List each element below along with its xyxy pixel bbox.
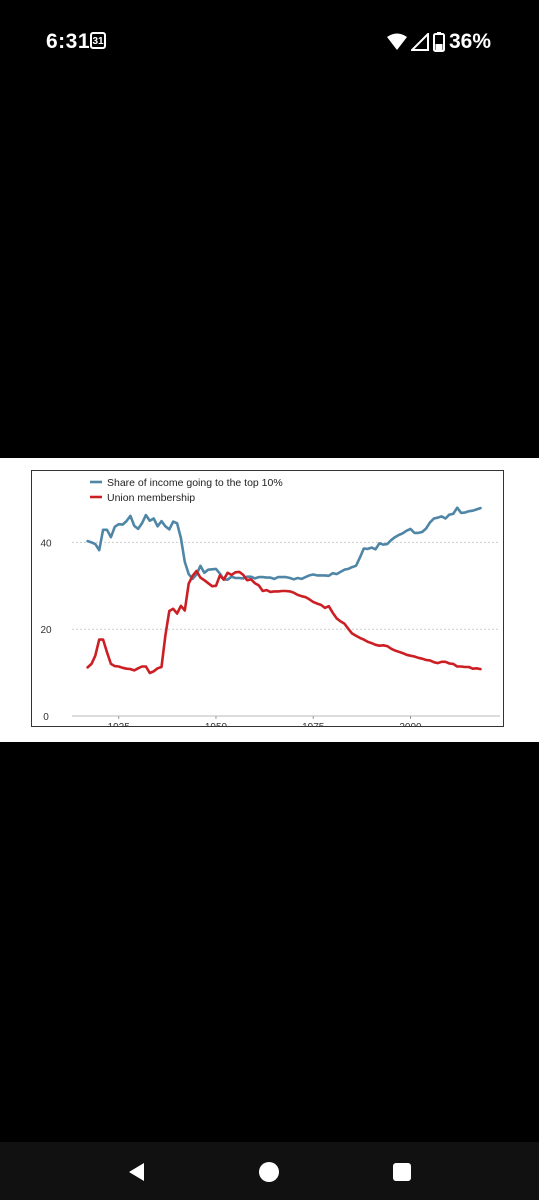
x-tick-label: 2000 — [399, 722, 422, 726]
home-circle-icon — [259, 1162, 279, 1182]
navigation-bar — [0, 1142, 539, 1200]
home-button[interactable] — [255, 1158, 283, 1186]
x-tick-label: 1975 — [302, 722, 325, 726]
chart-frame: 0 20 40 1925 1950 1975 2000 Share of income go… — [31, 470, 504, 733]
cell-signal-icon — [410, 33, 429, 51]
battery-percent: 36% — [448, 30, 491, 53]
y-tick-label: 0 — [43, 712, 49, 723]
chart-grid — [72, 541, 500, 717]
chart-axes: 0 20 40 1925 1950 1975 2000 — [40, 538, 422, 733]
y-tick-label: 20 — [40, 625, 52, 636]
chart-legend: Share of income going to the top 10% Unio… — [90, 477, 283, 504]
recents-square-icon — [393, 1163, 411, 1181]
battery-icon — [432, 32, 445, 52]
recents-button[interactable] — [388, 1158, 416, 1186]
chart-series — [86, 506, 482, 675]
legend-label-1: Union membership — [107, 492, 195, 504]
back-triangle-icon — [129, 1163, 144, 1181]
status-bar: 6:31 31 36% — [0, 0, 539, 80]
y-tick-label: 40 — [40, 538, 52, 549]
wifi-icon — [386, 33, 407, 50]
x-tick-label: 1950 — [205, 722, 228, 726]
image-viewer[interactable]: 0 20 40 1925 1950 1975 2000 Share of income go… — [0, 458, 539, 742]
line-chart: 0 20 40 1925 1950 1975 2000 Share of income go… — [40, 477, 500, 733]
legend-label-0: Share of income going to the top 10% — [107, 477, 283, 489]
status-icons: 36% — [386, 30, 491, 54]
back-button[interactable] — [122, 1158, 150, 1186]
series-line-0 — [86, 506, 482, 581]
clock: 6:31 — [46, 30, 91, 53]
x-tick-label: 1925 — [108, 722, 131, 726]
calendar-icon: 31 — [90, 32, 106, 49]
series-line-1 — [86, 569, 482, 675]
